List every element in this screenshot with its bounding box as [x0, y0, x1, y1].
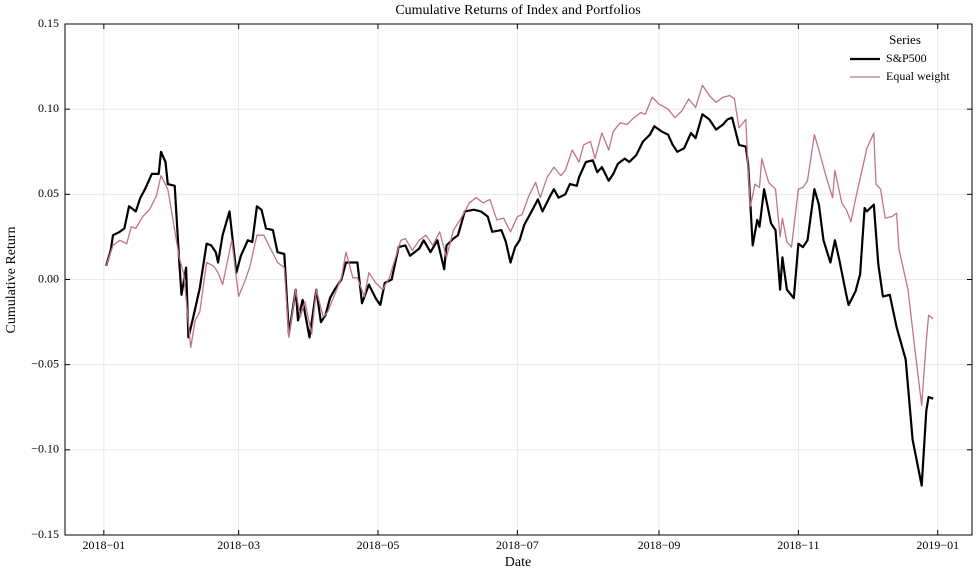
y-tick-label: −0.10 — [31, 442, 59, 456]
x-tick-label: 2018−07 — [496, 538, 539, 552]
x-tick-label: 2018−11 — [777, 538, 819, 552]
x-tick-label: 2018−09 — [638, 538, 681, 552]
y-tick-label: 0.15 — [38, 16, 59, 30]
y-tick-label: 0.05 — [38, 186, 59, 200]
legend-title: Series — [889, 32, 921, 47]
chart-title: Cumulative Returns of Index and Portfoli… — [395, 3, 640, 18]
y-axis-label: Cumulative Return — [4, 227, 19, 334]
legend-label: Equal weight — [886, 69, 950, 83]
x-tick-label: 2018−05 — [357, 538, 400, 552]
y-tick-label: −0.05 — [31, 356, 59, 370]
legend-label: S&P500 — [886, 51, 927, 65]
plot-frame — [64, 23, 973, 536]
y-tick-label: 0.00 — [38, 271, 59, 285]
y-tick-label: −0.15 — [31, 527, 59, 541]
x-axis-label: Date — [505, 555, 531, 570]
series-line — [105, 84, 934, 407]
y-tick-label: 0.10 — [38, 101, 59, 115]
x-tick-label: 2018−03 — [217, 538, 260, 552]
series-line — [105, 113, 934, 487]
x-tick-label: 2019−01 — [916, 538, 959, 552]
x-tick-label: 2018−01 — [82, 538, 125, 552]
